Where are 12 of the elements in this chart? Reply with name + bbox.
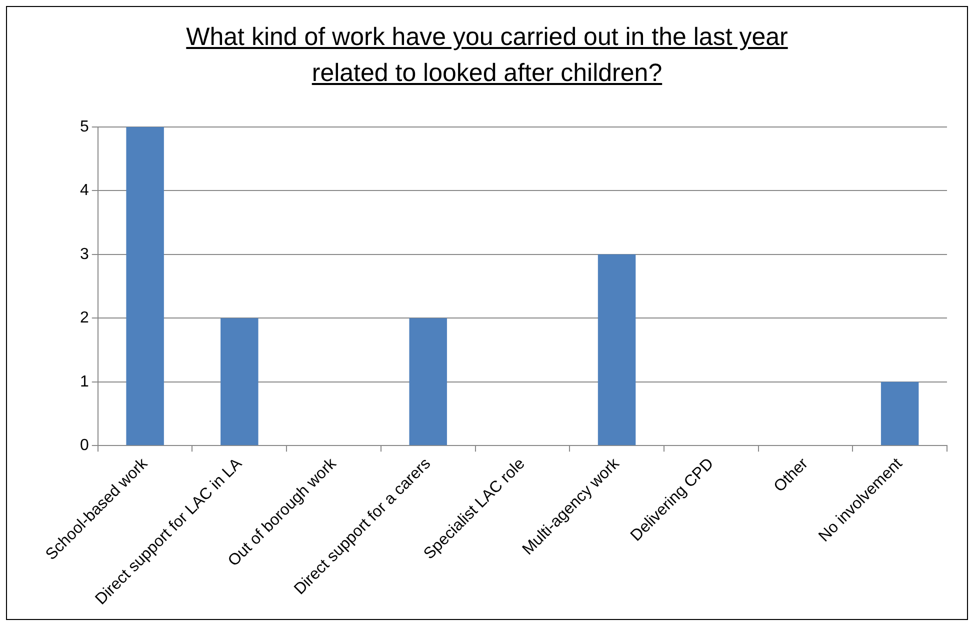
chart-title: What kind of work have you carried out in the last year related to looked after children? [185,22,789,89]
bar [880,382,919,446]
y-tick-label: 1 [80,373,89,390]
y-tick-label: 4 [80,182,89,200]
y-tick-label: 5 [80,118,89,136]
y-tick-label: 2 [80,310,89,327]
bar [126,127,164,446]
bar [220,318,258,446]
bar [598,254,636,446]
y-tick-label: 3 [80,246,89,263]
bar [409,318,447,446]
y-tick-label: 0 [80,436,89,454]
